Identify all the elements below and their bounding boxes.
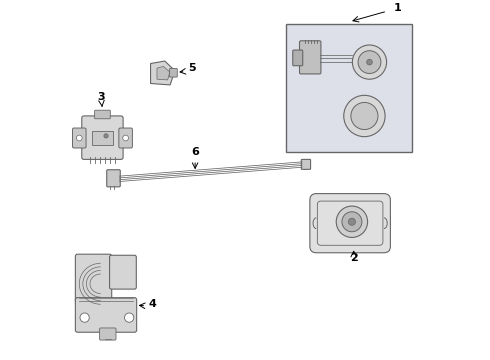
Circle shape	[336, 206, 368, 238]
FancyBboxPatch shape	[310, 194, 391, 253]
FancyBboxPatch shape	[75, 298, 137, 332]
Circle shape	[358, 51, 381, 73]
Circle shape	[124, 313, 134, 322]
Circle shape	[76, 135, 82, 141]
Text: 5: 5	[188, 63, 196, 73]
Text: 1: 1	[393, 3, 401, 13]
Circle shape	[367, 59, 372, 65]
FancyBboxPatch shape	[170, 68, 177, 77]
Text: 3: 3	[97, 92, 104, 102]
Polygon shape	[150, 61, 175, 85]
Text: 6: 6	[191, 148, 199, 157]
Circle shape	[123, 135, 128, 141]
FancyBboxPatch shape	[82, 116, 123, 159]
Polygon shape	[157, 66, 170, 80]
FancyBboxPatch shape	[75, 254, 112, 303]
Text: 4: 4	[148, 299, 156, 309]
Circle shape	[342, 212, 362, 232]
FancyBboxPatch shape	[301, 159, 311, 169]
FancyBboxPatch shape	[110, 255, 136, 289]
FancyBboxPatch shape	[107, 170, 120, 187]
FancyBboxPatch shape	[299, 41, 321, 74]
FancyBboxPatch shape	[119, 128, 132, 148]
Circle shape	[104, 134, 108, 138]
Circle shape	[80, 313, 89, 322]
Bar	[92, 131, 113, 145]
FancyBboxPatch shape	[293, 50, 303, 66]
Circle shape	[351, 103, 378, 130]
FancyBboxPatch shape	[95, 110, 110, 119]
Circle shape	[352, 45, 387, 79]
Circle shape	[348, 218, 355, 225]
FancyBboxPatch shape	[73, 128, 86, 148]
FancyBboxPatch shape	[99, 328, 116, 340]
Text: 2: 2	[350, 253, 358, 262]
Circle shape	[344, 95, 385, 137]
Bar	[286, 24, 413, 152]
